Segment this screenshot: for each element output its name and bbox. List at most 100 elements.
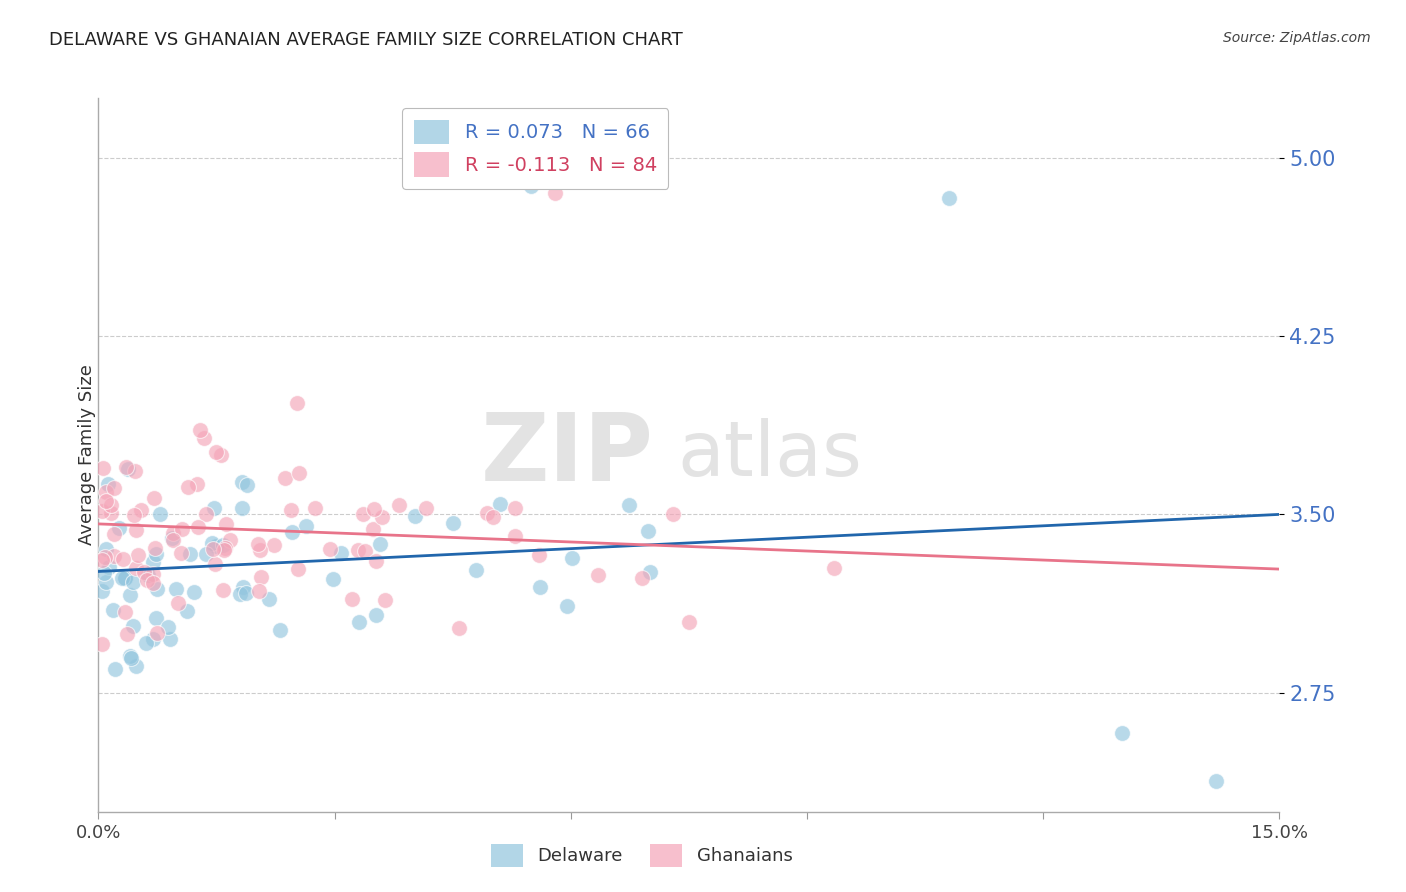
Point (235, 586, 257, 600)
Point (156, 620, 179, 634)
Point (447, 621, 470, 635)
Point (108, 521, 131, 535)
Point (366, 608, 388, 623)
Point (162, 533, 184, 547)
Point (145, 541, 167, 556)
Point (678, 615, 700, 630)
Point (117, 462, 139, 476)
Point (136, 568, 159, 582)
Point (204, 540, 226, 554)
Point (159, 632, 181, 646)
Point (177, 480, 200, 494)
Point (91, 503, 114, 517)
Point (204, 557, 226, 571)
Point (91, 553, 114, 567)
Point (170, 545, 193, 559)
Point (124, 508, 146, 522)
Point (555, 599, 578, 613)
Point (135, 573, 157, 587)
Point (441, 516, 464, 530)
Point (143, 491, 166, 505)
Point (212, 538, 235, 552)
Point (142, 575, 165, 590)
Point (637, 524, 659, 538)
Text: atlas: atlas (678, 418, 862, 491)
Point (823, 561, 845, 575)
Point (170, 522, 193, 536)
Point (166, 596, 188, 610)
Point (215, 517, 238, 532)
Point (145, 611, 167, 625)
Point (111, 552, 134, 566)
Point (503, 529, 526, 543)
Point (204, 445, 226, 459)
Point (134, 565, 156, 579)
Point (100, 506, 122, 520)
Text: DELAWARE VS GHANAIAN AVERAGE FAMILY SIZE CORRELATION CHART: DELAWARE VS GHANAIAN AVERAGE FAMILY SIZE… (49, 31, 683, 49)
Point (368, 537, 391, 551)
Point (115, 460, 138, 475)
Point (247, 584, 270, 599)
Point (347, 542, 370, 557)
Point (129, 503, 152, 517)
Point (195, 547, 218, 561)
Point (117, 627, 139, 641)
Point (142, 632, 165, 646)
Point (250, 570, 273, 584)
Point (503, 500, 526, 515)
Point (259, 591, 281, 606)
Point (489, 497, 512, 511)
Point (94, 549, 117, 564)
Point (162, 532, 184, 546)
Point (122, 619, 145, 633)
Point (149, 507, 172, 521)
Point (142, 555, 165, 569)
Point (231, 501, 253, 516)
Point (125, 523, 148, 537)
Point (103, 527, 125, 541)
Point (146, 582, 169, 596)
Point (249, 543, 271, 558)
Point (93, 566, 115, 580)
Point (363, 522, 385, 536)
Point (145, 547, 167, 561)
Point (135, 636, 157, 650)
Point (103, 481, 125, 495)
Point (114, 571, 136, 585)
Point (94, 542, 117, 557)
Point (142, 567, 165, 582)
Point (165, 582, 187, 597)
Point (120, 651, 142, 665)
Point (415, 501, 437, 516)
Point (347, 615, 370, 629)
Point (125, 560, 148, 574)
Point (274, 471, 297, 485)
Point (285, 396, 308, 410)
Point (146, 626, 169, 640)
Point (187, 519, 209, 533)
Point (387, 498, 409, 512)
Point (236, 478, 259, 492)
Point (232, 580, 254, 594)
Point (97, 477, 120, 491)
Point (246, 537, 269, 551)
Point (529, 580, 551, 594)
Point (319, 541, 342, 556)
Point (114, 571, 136, 585)
Point (482, 509, 505, 524)
Point (354, 544, 377, 558)
Point (281, 524, 304, 539)
Point (91, 584, 114, 599)
Point (124, 464, 146, 478)
Point (214, 541, 236, 555)
Point (364, 554, 387, 568)
Point (304, 500, 326, 515)
Point (322, 572, 344, 586)
Point (162, 526, 184, 541)
Point (212, 583, 235, 598)
Point (103, 549, 125, 563)
Point (127, 548, 149, 562)
Point (374, 593, 396, 607)
Point (619, 499, 641, 513)
Point (662, 507, 685, 521)
